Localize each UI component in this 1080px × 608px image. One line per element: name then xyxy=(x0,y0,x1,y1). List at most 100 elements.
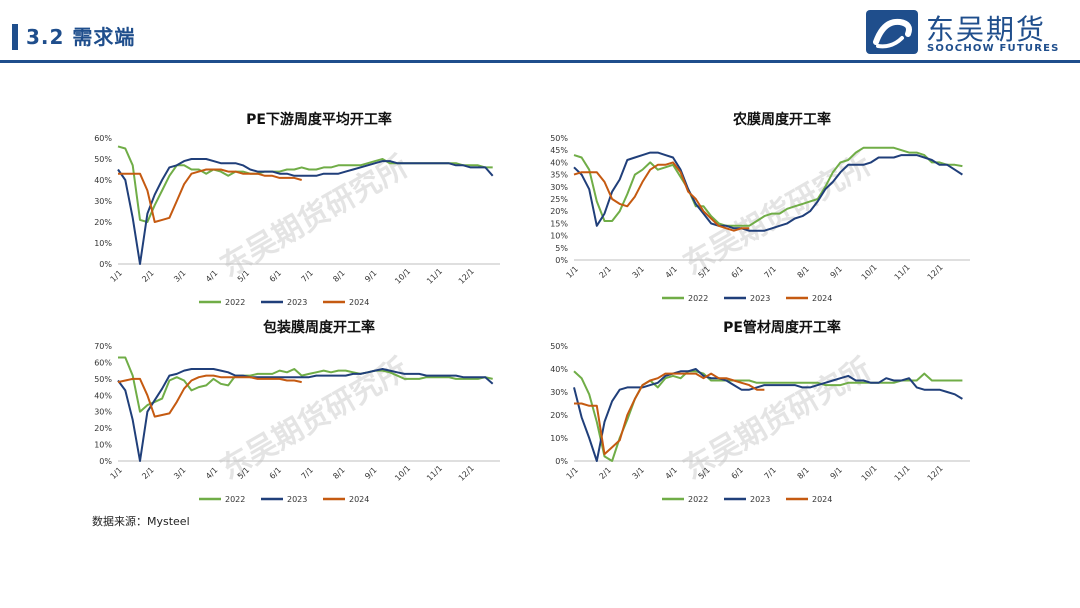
y-tick-label: 35% xyxy=(550,171,568,180)
series-line-2024 xyxy=(574,372,765,456)
x-tick-label: 4/1 xyxy=(663,264,678,279)
y-tick-label: 30% xyxy=(550,388,568,397)
x-tick-label: 2/1 xyxy=(140,465,155,480)
chart-pe-downstream: 东吴期货研究所 PE下游周度平均开工率 0% 10% 20% 30% 40% 50% 60% 1/… xyxy=(80,104,525,309)
y-tick-label: 45% xyxy=(550,146,568,155)
chart-pe-pipe-svg: 东吴期货研究所 PE管材周度开工率 0% 10% 20% 30% 40% 50% 1/1 2/1 3… xyxy=(550,319,970,504)
x-tick-label: 10/1 xyxy=(860,263,879,282)
page-title: 3.2 需求端 xyxy=(26,25,136,49)
series-line-2024 xyxy=(573,161,750,232)
y-tick-label: 70% xyxy=(94,342,112,351)
x-tick-label: 12/1 xyxy=(457,267,476,286)
x-tick-label: 9/1 xyxy=(828,465,843,480)
chart-packaging-film: 东吴期货研究所 包装膜周度开工率 0% 10% 20% 30% 40% 50% 60% 70% 1/… xyxy=(80,312,525,508)
x-tick-label: 11/1 xyxy=(425,464,444,483)
x-tick-label: 8/1 xyxy=(795,264,810,279)
y-tick-label: 50% xyxy=(550,342,568,351)
x-tick-label: 1/1 xyxy=(108,465,123,480)
x-tick-label: 1/1 xyxy=(564,465,579,480)
chart-title: 包装膜周度开工率 xyxy=(263,319,375,336)
x-tick-label: 8/1 xyxy=(331,268,346,283)
x-tick-label: 7/1 xyxy=(299,465,314,480)
x-tick-label: 4/1 xyxy=(204,268,219,283)
y-tick-label: 40% xyxy=(94,176,112,185)
y-tick-label: 60% xyxy=(94,134,112,143)
x-tick-label: 12/1 xyxy=(926,464,945,483)
x-tick-label: 2/1 xyxy=(597,264,612,279)
data-source-note: 数据来源：Mysteel xyxy=(92,515,190,528)
legend-label-2022: 2022 xyxy=(688,495,708,504)
chart-pe-downstream-svg: 东吴期货研究所PE下游周度平均开工率0%10%20%30%40%50%60%1/… xyxy=(94,111,500,307)
brand-logo: 东吴期货 SOOCHOW FUTURES xyxy=(866,10,1066,56)
y-tick-label: 20% xyxy=(550,207,568,216)
y-tick-label: 40% xyxy=(550,365,568,374)
y-tick-label: 0% xyxy=(555,457,568,466)
x-tick-label: 11/1 xyxy=(893,263,912,282)
legend-label-2023: 2023 xyxy=(287,495,307,504)
y-tick-label: 0% xyxy=(99,457,112,466)
x-tick-label: 7/1 xyxy=(299,268,314,283)
y-tick-label: 5% xyxy=(555,244,568,253)
y-tick-label: 30% xyxy=(94,197,112,206)
y-tick-label: 50% xyxy=(550,134,568,143)
header-divider xyxy=(0,60,1080,63)
x-tick-label: 6/1 xyxy=(729,465,744,480)
x-tick-label: 10/1 xyxy=(860,464,879,483)
y-tick-label: 15% xyxy=(550,219,568,228)
x-tick-label: 3/1 xyxy=(172,268,187,283)
chart-title: PE下游周度平均开工率 xyxy=(246,111,392,128)
x-tick-label: 10/1 xyxy=(393,464,412,483)
legend-label-2022: 2022 xyxy=(225,298,245,307)
y-tick-label: 30% xyxy=(550,183,568,192)
series-line-2023 xyxy=(573,368,963,462)
x-tick-label: 2/1 xyxy=(140,268,155,283)
y-tick-label: 20% xyxy=(94,218,112,227)
x-tick-label: 6/1 xyxy=(729,264,744,279)
x-tick-label: 3/1 xyxy=(172,465,187,480)
y-tick-label: 50% xyxy=(94,155,112,164)
series-line-2023 xyxy=(117,368,494,462)
y-tick-label: 0% xyxy=(99,260,112,269)
x-tick-label: 10/1 xyxy=(393,267,412,286)
y-tick-label: 0% xyxy=(555,256,568,265)
chart-title: 农膜周度开工率 xyxy=(732,111,831,128)
x-tick-label: 9/1 xyxy=(363,268,378,283)
series-line-2024 xyxy=(117,374,302,418)
y-tick-label: 50% xyxy=(94,375,112,384)
chart-pe-pipe: 东吴期货研究所 PE管材周度开工率 0% 10% 20% 30% 40% 50% 1/1 2/1 3… xyxy=(530,312,995,508)
x-tick-label: 6/1 xyxy=(268,465,283,480)
chart-agri-film-svg: 东吴期货研究所农膜周度开工率0%5%10%15%20%25%30%35%40%4… xyxy=(550,111,970,303)
header-accent-bar xyxy=(12,24,18,50)
series-line-2023 xyxy=(117,158,494,265)
chart-agri-film: 东吴期货研究所 农膜周度开工率 0% 5% 10% 15% 20% 25% 30% 35% 40% 4… xyxy=(530,104,995,309)
x-tick-label: 11/1 xyxy=(893,464,912,483)
x-tick-label: 3/1 xyxy=(630,264,645,279)
x-tick-label: 12/1 xyxy=(926,263,945,282)
y-tick-label: 10% xyxy=(94,441,112,450)
y-tick-label: 10% xyxy=(550,232,568,241)
y-tick-label: 25% xyxy=(550,195,568,204)
series-line-2022 xyxy=(573,146,963,227)
y-tick-label: 60% xyxy=(94,358,112,367)
y-tick-label: 40% xyxy=(550,158,568,167)
x-tick-label: 9/1 xyxy=(828,264,843,279)
series-line-2022 xyxy=(118,356,493,413)
series-line-2024 xyxy=(118,168,302,223)
x-tick-label: 8/1 xyxy=(795,465,810,480)
x-tick-label: 8/1 xyxy=(331,465,346,480)
x-tick-label: 12/1 xyxy=(457,464,476,483)
y-tick-label: 30% xyxy=(94,408,112,417)
series-line-2023 xyxy=(573,151,963,232)
legend-label-2024: 2024 xyxy=(812,294,832,303)
legend-label-2022: 2022 xyxy=(688,294,708,303)
y-tick-label: 10% xyxy=(550,434,568,443)
soochow-logo-icon xyxy=(866,10,918,54)
x-tick-label: 1/1 xyxy=(108,268,123,283)
x-tick-label: 4/1 xyxy=(204,465,219,480)
x-tick-label: 6/1 xyxy=(268,268,283,283)
y-tick-label: 10% xyxy=(94,239,112,248)
y-tick-label: 20% xyxy=(94,424,112,433)
legend-label-2023: 2023 xyxy=(287,298,307,307)
legend-label-2024: 2024 xyxy=(349,298,369,307)
legend-label-2024: 2024 xyxy=(349,495,369,504)
